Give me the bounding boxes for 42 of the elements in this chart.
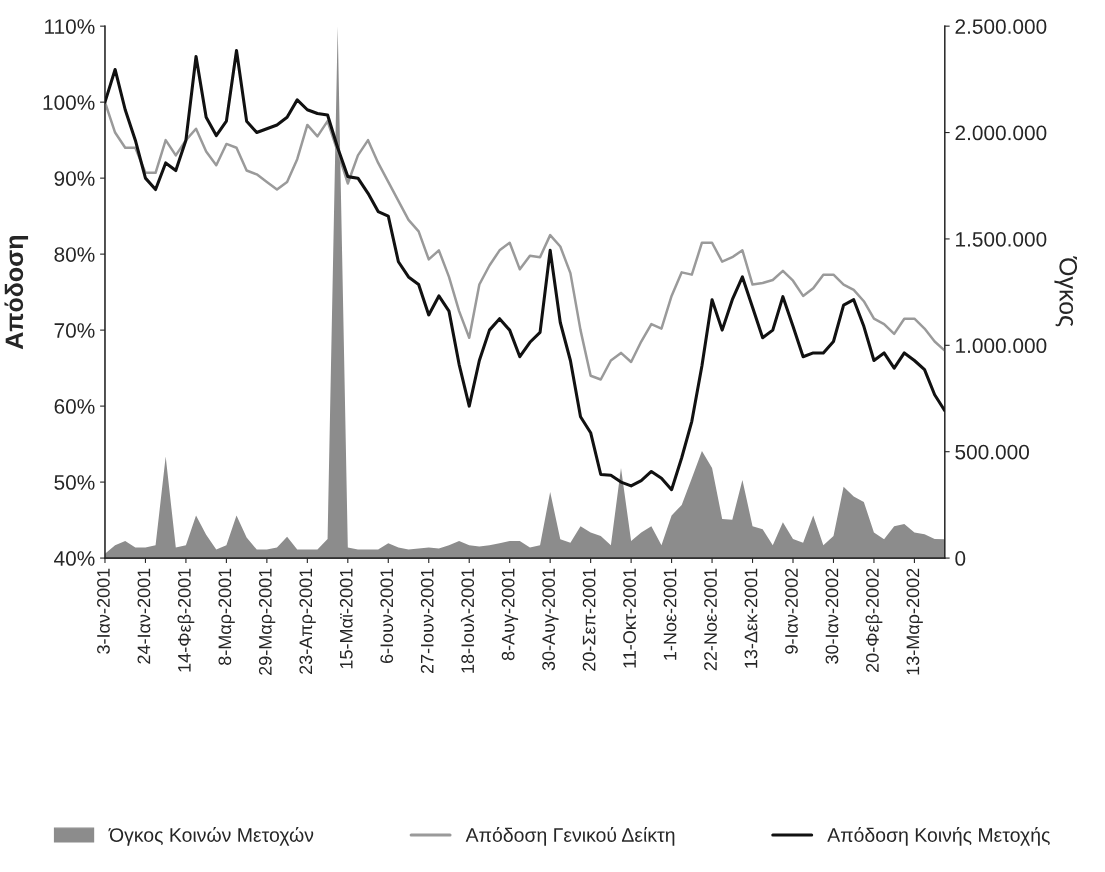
y-tick-label: 70% xyxy=(54,323,95,338)
x-tick-label: 30-Αυγ-2001 xyxy=(542,568,559,671)
x-tick-label: 23-Απρ-2001 xyxy=(299,568,316,674)
y2-tick-label: 1.000.000 xyxy=(956,338,1047,354)
y-tick-label: 50% xyxy=(54,475,95,490)
y-tick-label: 40% xyxy=(54,551,95,566)
x-tick-label: 30-Ιαν-2002 xyxy=(825,568,839,664)
x-tick-label: 15-Μαϊ-2001 xyxy=(339,568,353,669)
y-tick-label: 100% xyxy=(43,95,95,110)
y2-axis-title: Όγκος xyxy=(1054,256,1078,327)
x-tick-label: 27-Ιουν-2001 xyxy=(420,568,434,674)
y2-tick-label: 2.500.000 xyxy=(955,19,1047,34)
x-tick-label: 20-Φεβ-2002 xyxy=(865,568,883,672)
x-tick-label: 20-Σεπ-2001 xyxy=(582,568,596,671)
legend-label: Απόδοση Γενικού Δείκτη xyxy=(465,827,675,846)
x-tick-label: 13-Μαρ-2002 xyxy=(906,568,923,675)
x-tick-label: 18-Ιουλ-2001 xyxy=(460,568,475,673)
x-tick-label: 8-Μαρ-2001 xyxy=(218,568,235,665)
x-tick-label: 13-Δεκ-2001 xyxy=(744,568,758,668)
x-tick-label: 11-Οκτ-2001 xyxy=(623,568,636,668)
y2-tick-label: 500.000 xyxy=(955,444,1029,460)
x-tick-label: 29-Μαρ-2001 xyxy=(258,568,276,675)
x-tick-label: 14-Φεβ-2001 xyxy=(177,568,195,672)
y-axis-title: Απόδοση xyxy=(4,236,29,350)
legend-label: Όγκος Κοινών Μετοχών xyxy=(108,827,314,846)
y2-tick-label: 1.500.000 xyxy=(956,231,1047,247)
x-tick-label: 9-Ιαν-2002 xyxy=(785,568,798,654)
x-tick-label: 3-Ιαν-2001 xyxy=(97,568,110,654)
y-tick-label: 60% xyxy=(54,399,95,414)
x-tick-label: 24-Ιαν-2001 xyxy=(137,568,151,664)
line-series xyxy=(104,48,945,492)
legend-label: Απόδοση Κοινής Μετοχής xyxy=(827,827,1050,846)
y-tick-label: 80% xyxy=(54,247,95,262)
y-tick-label: 110% xyxy=(45,19,95,34)
x-tick-label: 6-Ιουν-2001 xyxy=(380,568,394,664)
x-tick-label: 8-Αυγ-2001 xyxy=(501,568,519,661)
x-tick-label: 1-Νοε-2001 xyxy=(663,568,677,660)
y2-tick-label: 2.000.000 xyxy=(955,125,1047,141)
y-tick-label: 90% xyxy=(54,171,95,186)
y2-tick-label: 0 xyxy=(955,551,966,566)
x-tick-label: 22-Νοε-2001 xyxy=(704,568,717,671)
line-series xyxy=(104,100,945,381)
